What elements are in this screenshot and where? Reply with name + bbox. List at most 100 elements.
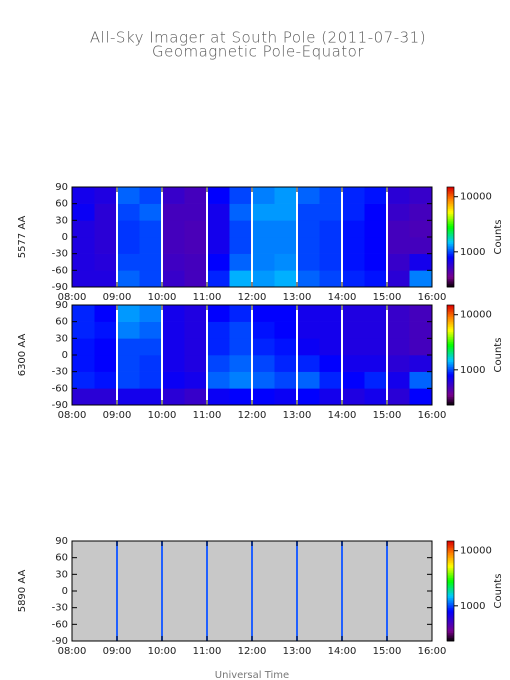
colorbar-swatch <box>447 355 454 358</box>
heat-cell <box>94 338 118 356</box>
colorbar-swatch <box>447 391 454 394</box>
colorbar-swatch <box>447 283 454 286</box>
colorbar-swatch <box>447 331 454 334</box>
x-tick-label: 14:00 <box>328 292 357 303</box>
heat-cell <box>117 203 140 221</box>
y-tick-label: 30 <box>55 569 68 580</box>
colorbar-swatch <box>447 549 454 552</box>
colorbar-swatch <box>447 187 454 190</box>
heat-cell <box>184 237 208 254</box>
heat-cell <box>229 388 253 406</box>
heat-cell <box>139 220 163 238</box>
colorbar-swatch <box>447 333 454 336</box>
y-axis-label: 5577 AA <box>17 216 28 259</box>
colorbar-swatch <box>447 197 454 200</box>
y-axis-label: 6300 AA <box>17 334 28 377</box>
heat-cell <box>207 305 230 322</box>
colorbar-swatch <box>447 581 454 584</box>
heat-cell <box>117 253 140 271</box>
colorbar-swatch <box>447 393 454 396</box>
colorbar-swatch <box>447 233 454 236</box>
colorbar-swatch <box>447 356 454 359</box>
colorbar-swatch <box>447 228 454 231</box>
heat-cell <box>252 355 275 372</box>
heat-cell <box>364 203 388 221</box>
heat-cell <box>387 338 410 356</box>
heat-cell <box>297 355 320 372</box>
heat-cell <box>274 355 298 372</box>
colorbar-swatch <box>447 591 454 594</box>
heat-cell <box>72 220 95 238</box>
colorbar-swatch <box>447 247 454 250</box>
heat-cell <box>387 305 410 322</box>
heat-cell <box>297 253 320 271</box>
colorbar-tick-label: 10000 <box>460 310 492 321</box>
heat-cell <box>252 237 275 254</box>
colorbar-swatch <box>447 554 454 557</box>
colorbar-swatch <box>447 195 454 198</box>
colorbar-swatch <box>447 597 454 600</box>
heat-cell <box>409 203 433 221</box>
colorbar-swatch <box>447 361 454 364</box>
colorbar-swatch <box>447 617 454 620</box>
colorbar-swatch <box>447 218 454 221</box>
heat-cell <box>342 388 365 406</box>
heat-cell <box>94 355 118 372</box>
colorbar-swatch <box>447 242 454 245</box>
heat-cell <box>342 237 365 254</box>
heat-cell <box>72 203 95 221</box>
heat-cell <box>342 338 365 356</box>
heat-cell <box>297 338 320 356</box>
colorbar-swatch <box>447 541 454 544</box>
heat-cell <box>207 237 230 254</box>
heat-cell <box>364 270 388 288</box>
heat-cell <box>342 187 365 204</box>
colorbar-tick-label: 1000 <box>460 365 485 376</box>
heat-cell <box>297 187 320 204</box>
colorbar-swatch <box>447 351 454 354</box>
heat-cell <box>252 270 275 288</box>
heat-cell <box>207 338 230 356</box>
heat-cell <box>274 203 298 221</box>
heat-cell <box>274 220 298 238</box>
heat-cell <box>162 237 185 254</box>
heat-cell <box>229 305 253 322</box>
colorbar-swatch <box>447 637 454 640</box>
heat-cell <box>319 203 343 221</box>
heat-cell <box>319 220 343 238</box>
colorbar-swatch <box>447 338 454 341</box>
colorbar-swatch <box>447 252 454 255</box>
heat-cell <box>387 355 410 372</box>
colorbar-swatch <box>447 604 454 607</box>
colorbar-swatch <box>447 325 454 328</box>
colorbar-swatch <box>447 569 454 572</box>
colorbar-swatch <box>447 320 454 323</box>
colorbar-swatch <box>447 200 454 203</box>
colorbar-swatch <box>447 321 454 324</box>
colorbar-swatch <box>447 632 454 635</box>
colorbar-swatch <box>447 368 454 371</box>
colorbar-swatch <box>447 542 454 545</box>
colorbar-swatch <box>447 551 454 554</box>
y-tick-label: -60 <box>52 265 68 276</box>
heat-cell <box>139 203 163 221</box>
heat-cell <box>184 371 208 389</box>
heat-cell <box>274 371 298 389</box>
colorbar-swatch <box>447 272 454 275</box>
heat-cell <box>117 237 140 254</box>
colorbar-swatch <box>447 267 454 270</box>
heat-cell <box>364 371 388 389</box>
heat-cell <box>94 253 118 271</box>
heat-cell <box>297 321 320 339</box>
y-tick-label: 90 <box>55 182 68 193</box>
x-tick-label: 15:00 <box>373 292 402 303</box>
heat-cell <box>252 187 275 204</box>
colorbar-swatch <box>447 557 454 560</box>
heat-cell <box>297 371 320 389</box>
colorbar-swatch <box>447 622 454 625</box>
heat-cell <box>94 203 118 221</box>
colorbar-swatch <box>447 323 454 326</box>
colorbar-swatch <box>447 306 454 309</box>
heat-cell <box>387 203 410 221</box>
colorbar-swatch <box>447 260 454 263</box>
